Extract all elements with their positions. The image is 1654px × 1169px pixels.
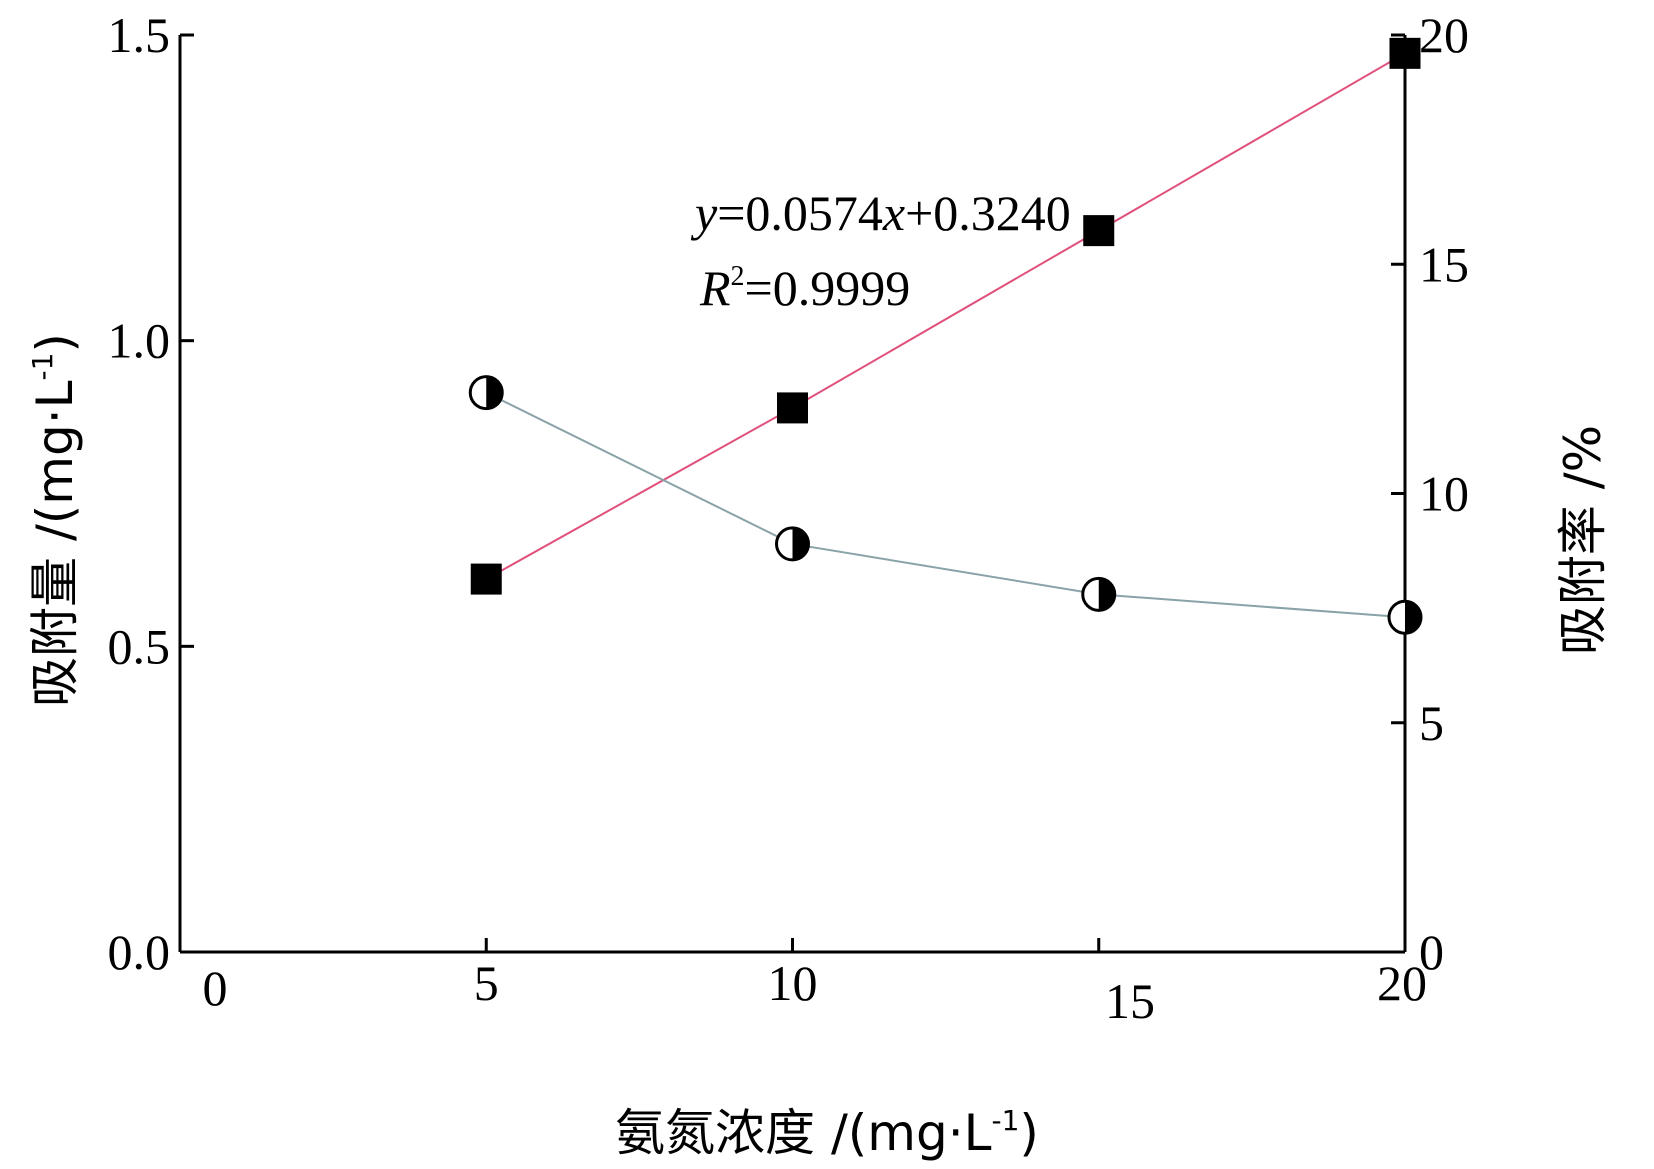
y-right-tick-label-20: 20: [1419, 7, 1469, 63]
square-marker-0: [470, 563, 502, 595]
x-tick-label-15: 15: [1105, 973, 1155, 1029]
series-line-1: [485, 391, 1406, 619]
ticks: 0 5 10 15 20 0.0 0.5 1.0 1.5 0 5 10 15 20: [108, 7, 1470, 1029]
regression-equation: y=0.0574x+0.3240: [690, 185, 1071, 241]
half-circle-marker-1: [775, 526, 810, 562]
y-left-tick-label-1.5: 1.5: [108, 7, 171, 63]
eq-rest: =0.0574: [717, 185, 883, 241]
y-right-tick-label-10: 10: [1419, 466, 1469, 522]
y-right-tick-label-0: 0: [1419, 924, 1444, 980]
series-lines: [485, 52, 1406, 619]
x-title-tail: ): [1019, 1104, 1039, 1162]
eq-x: x: [882, 185, 905, 241]
x-axis-title: 氨氮浓度 /(mg·L-1): [615, 1104, 1039, 1162]
x-tick-label-0: 0: [203, 960, 228, 1016]
square-marker-1: [777, 392, 808, 424]
r-squared: R2=0.9999: [699, 260, 910, 316]
x-tick-label-10: 10: [768, 955, 818, 1011]
square-marker-2: [1083, 215, 1115, 247]
series-markers: [468, 37, 1423, 635]
x-tick-label-20: 20: [1377, 955, 1427, 1011]
x-title-sup: -1: [992, 1104, 1020, 1137]
y-left-tick-label-0.5: 0.5: [108, 618, 171, 674]
y-right-tick-label-5: 5: [1419, 695, 1444, 751]
yl-title-sup: -1: [26, 353, 59, 381]
y-left-tick-label-0.0: 0.0: [108, 924, 171, 980]
y-right-tick-label-15: 15: [1419, 236, 1469, 292]
eq-tail: +0.3240: [905, 185, 1071, 241]
x-title-main: 氨氮浓度 /(mg·L: [615, 1104, 992, 1162]
r-tail: =0.9999: [745, 260, 911, 316]
half-circle-marker-2: [1081, 576, 1117, 612]
yl-title-tail: ): [26, 333, 84, 353]
axes: [178, 35, 1407, 954]
half-circle-marker-0: [468, 375, 504, 411]
y-axis-left-title: 吸附量 /(mg·L-1): [26, 333, 84, 707]
r-sup: 2: [731, 261, 745, 292]
eq-y: y: [690, 185, 718, 241]
y-axis-right-title: 吸附率 /%: [1554, 425, 1612, 655]
series-line-0: [485, 52, 1406, 580]
r-letter: R: [699, 260, 731, 316]
yl-title-main: 吸附量 /(mg·L: [26, 380, 84, 707]
y-left-tick-label-1.0: 1.0: [108, 313, 171, 369]
x-tick-label-5: 5: [474, 955, 499, 1011]
square-marker-3: [1389, 37, 1421, 69]
half-circle-marker-3: [1387, 599, 1423, 635]
